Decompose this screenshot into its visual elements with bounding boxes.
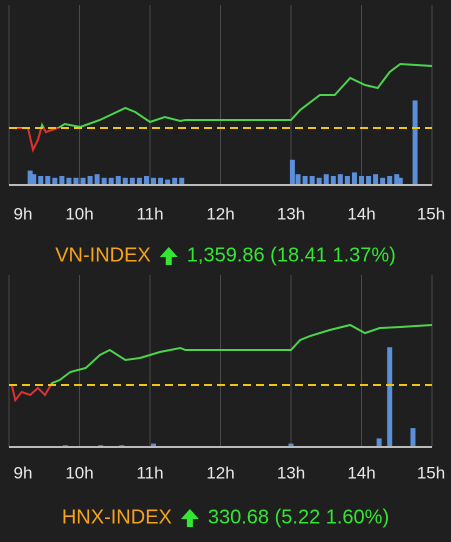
x-tick-label: 15h bbox=[417, 463, 445, 482]
x-tick-label: 13h bbox=[277, 463, 305, 482]
volume-bar bbox=[344, 176, 350, 185]
volume-bar bbox=[87, 176, 93, 185]
volume-bar bbox=[337, 174, 343, 185]
volume-bar bbox=[380, 177, 386, 185]
volume-bar bbox=[158, 177, 164, 185]
x-tick-label: 15h bbox=[417, 204, 445, 223]
volume-bar bbox=[179, 177, 185, 185]
volume-bar bbox=[394, 174, 400, 185]
x-tick-label: 13h bbox=[277, 204, 305, 223]
x-tick-label: 14h bbox=[347, 204, 375, 223]
volume-bar bbox=[373, 174, 379, 185]
x-tick-label: 12h bbox=[206, 204, 234, 223]
x-tick-label: 12h bbox=[206, 463, 234, 482]
volume-bar bbox=[73, 177, 79, 185]
price-line-up bbox=[11, 323, 433, 386]
volume-bar bbox=[289, 159, 295, 185]
price-line-down bbox=[10, 385, 53, 403]
volume-bar bbox=[351, 172, 357, 185]
volume-bar bbox=[27, 170, 33, 185]
volume-bar bbox=[94, 174, 100, 185]
volume-bar bbox=[38, 176, 44, 185]
volume-bar bbox=[410, 428, 416, 447]
index-quote: 1,359.86 (18.41 1.37%) bbox=[187, 244, 396, 266]
volume-bar bbox=[66, 177, 72, 185]
volume-bar bbox=[412, 100, 418, 185]
volume-bar bbox=[295, 174, 301, 185]
volume-bar bbox=[172, 177, 178, 185]
x-tick-label: 14h bbox=[347, 463, 375, 482]
index-name: VN-INDEX bbox=[55, 244, 151, 266]
volume-bar bbox=[165, 179, 171, 185]
volume-bar bbox=[316, 177, 322, 185]
volume-bar bbox=[101, 177, 107, 185]
x-tick-label: 9h bbox=[14, 204, 33, 223]
x-tick-label: 10h bbox=[65, 463, 93, 482]
volume-bar bbox=[122, 177, 128, 185]
volume-bar bbox=[129, 177, 135, 185]
price-line-down bbox=[11, 127, 81, 153]
up-arrow-icon bbox=[180, 509, 199, 527]
volume-bar bbox=[330, 176, 336, 185]
volume-bar bbox=[359, 176, 364, 185]
index-name: HNX-INDEX bbox=[62, 506, 172, 528]
volume-bar bbox=[136, 177, 142, 185]
volume-bar bbox=[302, 176, 308, 185]
volume-bar bbox=[309, 176, 315, 185]
volume-bar bbox=[115, 176, 121, 185]
index-quote: 330.68 (5.22 1.60%) bbox=[208, 506, 389, 528]
x-tick-label: 10h bbox=[65, 204, 93, 223]
volume-bar bbox=[45, 176, 51, 185]
volume-bar bbox=[151, 177, 157, 185]
volume-bar bbox=[323, 174, 329, 185]
volume-bar bbox=[108, 177, 114, 185]
volume-bar bbox=[288, 443, 294, 447]
up-arrow-icon bbox=[159, 247, 178, 265]
x-tick-label: 9h bbox=[14, 463, 33, 482]
price-line-up bbox=[11, 62, 433, 128]
volume-bar bbox=[151, 443, 157, 447]
volume-bar bbox=[143, 176, 149, 185]
volume-bar bbox=[366, 176, 372, 185]
x-tick-label: 11h bbox=[136, 463, 163, 482]
volume-bar bbox=[387, 176, 393, 185]
x-tick-label: 11h bbox=[136, 204, 163, 223]
volume-bar bbox=[59, 176, 65, 185]
volume-bar bbox=[387, 347, 393, 447]
volume-bar bbox=[52, 177, 58, 185]
volume-bar bbox=[80, 177, 86, 185]
volume-bar bbox=[397, 177, 403, 185]
volume-bar bbox=[376, 438, 382, 447]
volume-bar bbox=[31, 174, 37, 185]
